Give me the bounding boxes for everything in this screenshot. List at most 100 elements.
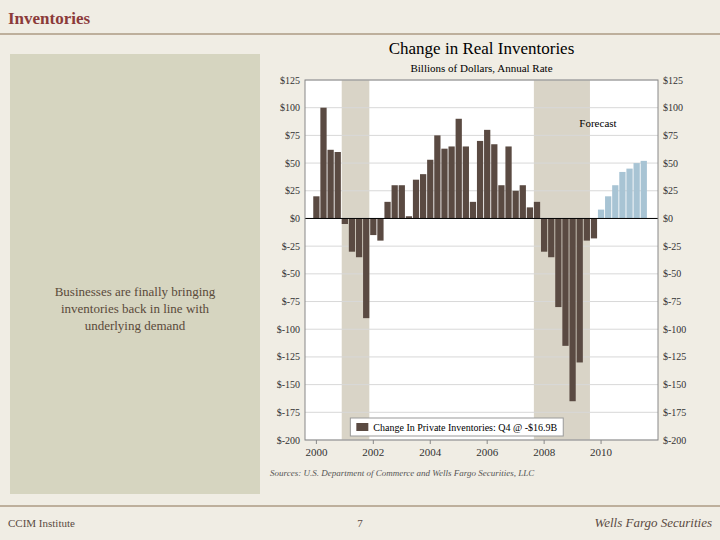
y-tick-label: $125 — [280, 75, 300, 86]
bar — [313, 196, 319, 218]
y-tick-label: $-150 — [277, 379, 300, 390]
left-text: Businesses are finally bringing inventori… — [55, 284, 216, 333]
page-background — [0, 0, 720, 540]
legend-box — [350, 418, 563, 436]
bar — [420, 174, 426, 218]
x-tick — [487, 440, 488, 444]
bar — [520, 185, 526, 218]
bar — [434, 135, 440, 218]
bar — [470, 202, 476, 219]
bar — [356, 218, 362, 257]
bar — [327, 150, 333, 219]
y-tick-label-right: $100 — [663, 102, 683, 113]
y-tick-label: $50 — [285, 158, 300, 169]
bar — [335, 152, 341, 218]
title-rule — [0, 34, 720, 35]
grid-line — [305, 412, 658, 413]
y-tick-label-right: $-175 — [663, 407, 686, 418]
bar — [634, 163, 640, 218]
zero-line — [305, 218, 658, 219]
x-tick-label: 2002 — [362, 446, 384, 458]
bar — [641, 161, 647, 219]
y-tick-label: $-100 — [277, 324, 300, 335]
grid-line — [305, 384, 658, 385]
plot-data — [342, 80, 590, 440]
y-tick-label-right: $25 — [663, 185, 678, 196]
plot-background — [305, 80, 658, 440]
y-tick-label: $-75 — [282, 296, 300, 307]
recession-band — [342, 80, 370, 440]
bar — [413, 180, 419, 219]
y-tick-label: $-25 — [282, 241, 300, 252]
y-tick-label-right: $-50 — [663, 268, 681, 279]
bar — [612, 185, 618, 218]
y-tick-label-right: $-75 — [663, 296, 681, 307]
bar — [392, 185, 398, 218]
x-tick — [544, 440, 545, 444]
bars — [313, 108, 647, 402]
bar — [463, 146, 469, 218]
y-tick-label: $0 — [290, 213, 300, 224]
left-text-line: Businesses are finally bringing — [55, 284, 216, 299]
legend-swatch — [356, 423, 368, 431]
bar — [342, 218, 348, 224]
bar — [427, 160, 433, 219]
x-tick-label: 2008 — [533, 446, 556, 458]
bar — [505, 146, 511, 218]
bar — [584, 218, 590, 240]
bar — [562, 218, 568, 345]
page: Inventories Businesses are finally bringi… — [0, 0, 720, 540]
bar — [513, 191, 519, 219]
y-tick-label: $75 — [285, 130, 300, 141]
x-tick-label: 2004 — [419, 446, 442, 458]
bar — [527, 207, 533, 218]
bar — [370, 218, 376, 235]
y-tick-label: $-125 — [277, 351, 300, 362]
x-tick — [373, 440, 374, 444]
bar — [377, 218, 383, 240]
grid — [305, 80, 658, 440]
recession-band — [534, 80, 590, 440]
bar — [363, 218, 369, 318]
bar — [484, 130, 490, 219]
footer-page: 7 — [357, 517, 363, 529]
bar — [548, 218, 554, 257]
bar — [534, 202, 540, 219]
y-tick-label-right: $-150 — [663, 379, 686, 390]
bar — [619, 172, 625, 219]
bar — [320, 108, 326, 219]
grid-line — [305, 107, 658, 108]
left-text-line: underlying demand — [85, 318, 186, 333]
bar — [384, 202, 390, 219]
y-tick-label-right: $0 — [663, 213, 673, 224]
y-tick-label-right: $-200 — [663, 435, 686, 446]
bar — [569, 218, 575, 401]
grid-line — [305, 329, 658, 330]
bar — [349, 218, 355, 251]
y-tick-label-right: $125 — [663, 75, 683, 86]
bar — [498, 185, 504, 218]
bar — [577, 218, 583, 362]
bar — [399, 185, 405, 218]
bar — [555, 218, 561, 307]
plot-frame — [305, 80, 658, 440]
y-tick-label: $25 — [285, 185, 300, 196]
x-tick — [601, 440, 602, 444]
y-tick-label: $100 — [280, 102, 300, 113]
bar — [477, 141, 483, 219]
footer-right: Wells Fargo Securities — [595, 515, 712, 530]
y-tick-label-right: $-125 — [663, 351, 686, 362]
left-text-line: inventories back in line with — [61, 301, 210, 316]
bar — [541, 218, 547, 251]
grid-line — [305, 135, 658, 136]
x-tick-label: 2006 — [476, 446, 499, 458]
y-tick-label-right: $50 — [663, 158, 678, 169]
x-tick — [316, 440, 317, 444]
page-title: Inventories — [8, 9, 91, 28]
bar — [448, 146, 454, 218]
x-tick-label: 2000 — [305, 446, 328, 458]
bar — [626, 169, 632, 219]
legend-label: Change In Private Inventories: Q4 @ -$16… — [373, 422, 557, 433]
bar — [605, 196, 611, 218]
annotation: Forecast — [579, 117, 616, 129]
